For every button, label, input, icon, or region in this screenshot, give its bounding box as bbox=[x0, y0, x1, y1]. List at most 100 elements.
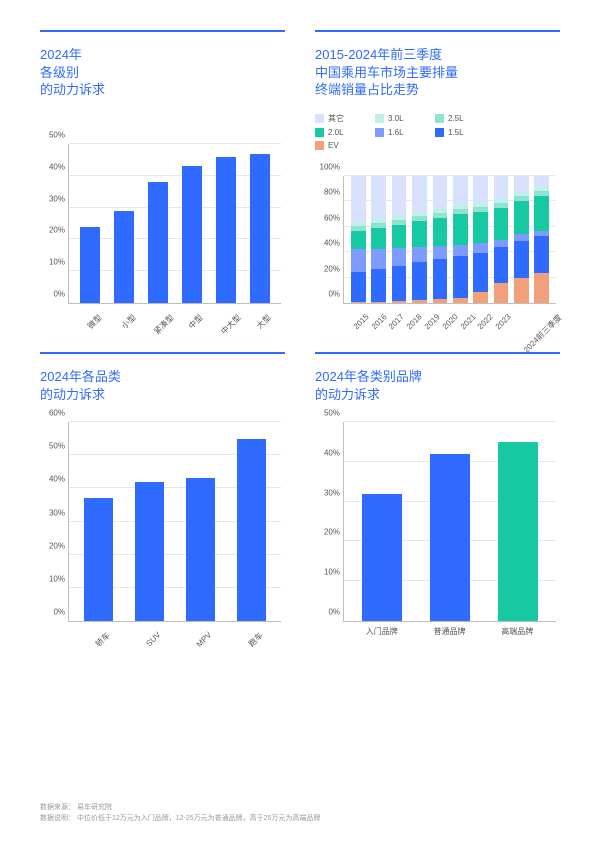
bar-segment-ev bbox=[412, 300, 427, 303]
y-tick: 0% bbox=[41, 608, 65, 617]
bar bbox=[430, 454, 469, 621]
bar-segment-d15 bbox=[473, 253, 488, 291]
bar-segment-other bbox=[433, 176, 448, 209]
bar-segment-d16 bbox=[412, 247, 427, 262]
bar-segment-ev bbox=[534, 273, 549, 303]
chart-displacement-trend: 0%20%40%60%80%100%2015201620172018201920… bbox=[315, 176, 560, 304]
footnote-source-label: 数据来源： bbox=[40, 804, 75, 811]
panel-title: 2015-2024年前三季度 中国乘用车市场主要排量 终端销量占比走势 bbox=[315, 46, 560, 99]
bar-segment-other bbox=[494, 176, 509, 199]
legend-swatch bbox=[375, 128, 384, 137]
y-tick: 30% bbox=[316, 488, 340, 497]
bar-segment-d20 bbox=[494, 208, 509, 240]
bar-segment-d20 bbox=[392, 225, 407, 248]
bar bbox=[362, 494, 401, 621]
legend-swatch bbox=[315, 114, 324, 123]
legend-label: EV bbox=[328, 141, 339, 150]
chart-level-demand: 0%10%20%30%40%50%微型小型紧凑型中型中大型大型 bbox=[40, 144, 285, 304]
bar-segment-d20 bbox=[473, 212, 488, 244]
x-label: 紧凑型 bbox=[141, 304, 175, 319]
legend-label: 2.5L bbox=[448, 114, 464, 123]
bar-segment-d16 bbox=[392, 248, 407, 266]
x-label: 小型 bbox=[107, 304, 141, 319]
y-tick: 40% bbox=[41, 475, 65, 484]
bar-segment-d15 bbox=[514, 241, 529, 278]
legend-displacement: 其它 3.0L 2.5L 2.0L 1.6L 1.5L EV bbox=[315, 113, 535, 150]
bar-segment-d15 bbox=[392, 266, 407, 302]
footnote-source-value: 易车研究院 bbox=[77, 804, 112, 811]
legend-label: 2.0L bbox=[328, 128, 344, 137]
panel-brand-tier-demand: 2024年各类别品牌 的动力诉求 0%10%20%30%40%50%入门品牌普通… bbox=[315, 352, 560, 652]
bar-segment-ev bbox=[494, 283, 509, 303]
bar-segment-d20 bbox=[412, 221, 427, 246]
bar-segment-d20 bbox=[351, 231, 366, 249]
bar-segment-d15 bbox=[371, 269, 386, 302]
bar-segment-other bbox=[392, 176, 407, 216]
bar-segment-other bbox=[534, 176, 549, 187]
panel-level-demand: 2024年 各级别 的动力诉求 0%10%20%30%40%50%微型小型紧凑型… bbox=[40, 30, 285, 340]
bar-segment-d16 bbox=[351, 249, 366, 272]
bar-segment-other bbox=[351, 176, 366, 222]
panel-title: 2024年 各级别 的动力诉求 bbox=[40, 46, 285, 99]
bar bbox=[216, 157, 236, 303]
footnote-note-value: 中位价低于12万元为入门品牌，12-25万元为普通品牌，高于25万元为高端品牌 bbox=[77, 815, 320, 822]
legend-item-d25: 2.5L bbox=[435, 113, 485, 124]
bar-segment-d20 bbox=[514, 201, 529, 234]
bar-segment-other bbox=[514, 176, 529, 193]
bar-segment-d15 bbox=[534, 236, 549, 273]
bar bbox=[498, 442, 537, 621]
y-tick: 10% bbox=[41, 258, 65, 267]
x-label: 普通品牌 bbox=[416, 622, 484, 637]
bar-segment-d15 bbox=[351, 272, 366, 302]
footnote: 数据来源： 易车研究院 数据说明： 中位价低于12万元为入门品牌，12-25万元… bbox=[40, 803, 320, 824]
bar-segment-other bbox=[473, 176, 488, 203]
bar bbox=[148, 182, 168, 303]
legend-item-d16: 1.6L bbox=[375, 128, 425, 137]
legend-swatch bbox=[315, 128, 324, 137]
panel-title: 2024年各品类 的动力诉求 bbox=[40, 368, 285, 403]
legend-label: 1.5L bbox=[448, 128, 464, 137]
legend-item-d20: 2.0L bbox=[315, 128, 365, 137]
panel-category-demand: 2024年各品类 的动力诉求 0%10%20%30%40%50%60%轿车SUV… bbox=[40, 352, 285, 652]
bar-segment-d20 bbox=[433, 218, 448, 246]
bar-segment-ev bbox=[392, 301, 407, 303]
legend-item-ev: EV bbox=[315, 141, 365, 150]
y-tick: 50% bbox=[316, 409, 340, 418]
bar bbox=[250, 154, 270, 303]
bar-segment-other bbox=[412, 176, 427, 212]
y-tick: 30% bbox=[41, 508, 65, 517]
legend-label: 3.0L bbox=[388, 114, 404, 123]
x-label: 中型 bbox=[175, 304, 209, 319]
x-label: 跑车 bbox=[225, 622, 276, 637]
bar-segment-d15 bbox=[494, 247, 509, 283]
x-label: SUV bbox=[124, 622, 175, 637]
y-tick: 10% bbox=[316, 568, 340, 577]
y-tick: 40% bbox=[41, 162, 65, 171]
y-tick: 100% bbox=[316, 163, 340, 172]
footnote-note-label: 数据说明： bbox=[40, 815, 75, 822]
bar bbox=[84, 498, 114, 621]
y-tick: 40% bbox=[316, 448, 340, 457]
bar-segment-d16 bbox=[473, 243, 488, 253]
bar-segment-d20 bbox=[371, 228, 386, 248]
legend-item-d30: 3.0L bbox=[375, 113, 425, 124]
legend-swatch bbox=[435, 114, 444, 123]
legend-label: 其它 bbox=[328, 113, 344, 124]
y-tick: 50% bbox=[41, 131, 65, 140]
bar-segment-d15 bbox=[412, 262, 427, 300]
legend-swatch bbox=[375, 114, 384, 123]
y-tick: 0% bbox=[316, 290, 340, 299]
bar-segment-d16 bbox=[433, 246, 448, 259]
y-tick: 10% bbox=[41, 574, 65, 583]
bar-segment-other bbox=[453, 176, 468, 205]
panel-rule bbox=[40, 352, 285, 354]
bar bbox=[182, 166, 202, 303]
bar-segment-ev bbox=[473, 292, 488, 303]
legend-item-d15: 1.5L bbox=[435, 128, 485, 137]
bar-segment-d20 bbox=[534, 196, 549, 230]
bar-segment-other bbox=[371, 176, 386, 219]
bar bbox=[80, 227, 100, 303]
x-label: 入门品牌 bbox=[348, 622, 416, 637]
y-tick: 60% bbox=[316, 213, 340, 222]
legend-item-other: 其它 bbox=[315, 113, 365, 124]
